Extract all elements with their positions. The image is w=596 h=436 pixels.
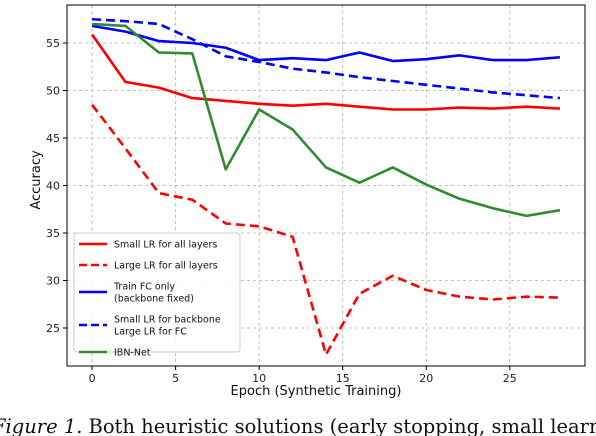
y-axis-label: Accuracy bbox=[29, 150, 44, 210]
x-tick-label: 15 bbox=[336, 372, 350, 385]
legend-box bbox=[73, 232, 241, 353]
x-tick-label: 20 bbox=[419, 372, 433, 385]
y-tick-label: 30 bbox=[46, 275, 60, 288]
series-line-2 bbox=[91, 103, 560, 356]
y-tick-label: 25 bbox=[46, 322, 60, 335]
series-lines bbox=[91, 17, 561, 356]
series-line-5 bbox=[91, 22, 561, 218]
y-tick-label: 40 bbox=[46, 180, 60, 193]
caption-text: Figure 1. Both heuristic solutions (early… bbox=[0, 415, 596, 436]
y-tick-label: 45 bbox=[46, 132, 60, 145]
legend-label-2: Large LR for all layers bbox=[114, 261, 218, 272]
caption: Figure 1. Both heuristic solutions (early… bbox=[0, 415, 596, 436]
y-tick-label: 50 bbox=[46, 85, 60, 98]
legend-label-1: Small LR for all layers bbox=[114, 240, 217, 251]
x-tick-label: 0 bbox=[89, 372, 96, 385]
legend-label-3: (backbone fixed) bbox=[114, 294, 194, 305]
y-tick-label: 35 bbox=[46, 227, 60, 240]
caption-body: Both heuristic solutions (early stopping… bbox=[88, 415, 596, 436]
series-line-4 bbox=[91, 17, 561, 100]
x-tick-label: 25 bbox=[503, 372, 517, 385]
x-tick-label: 10 bbox=[252, 372, 266, 385]
caption-label: Figure 1. bbox=[0, 415, 82, 436]
legend: Small LR for all layers Large LR for all … bbox=[73, 232, 241, 359]
legend-label-4: Small LR for backbone bbox=[114, 315, 221, 326]
y-tick-label: 55 bbox=[46, 37, 60, 50]
axis-ticks: 0 5 10 15 20 25 25 30 35 40 45 50 55 bbox=[46, 37, 517, 385]
series-line-1 bbox=[91, 33, 561, 111]
x-tick-label: 5 bbox=[172, 372, 179, 385]
legend-label-5: IBN-Net bbox=[114, 348, 151, 359]
legend-label-4: Large LR for FC bbox=[114, 327, 187, 338]
series-line-3 bbox=[91, 24, 561, 63]
legend-label-3: Train FC only bbox=[113, 282, 175, 293]
x-axis-label: Epoch (Synthetic Training) bbox=[231, 384, 402, 399]
